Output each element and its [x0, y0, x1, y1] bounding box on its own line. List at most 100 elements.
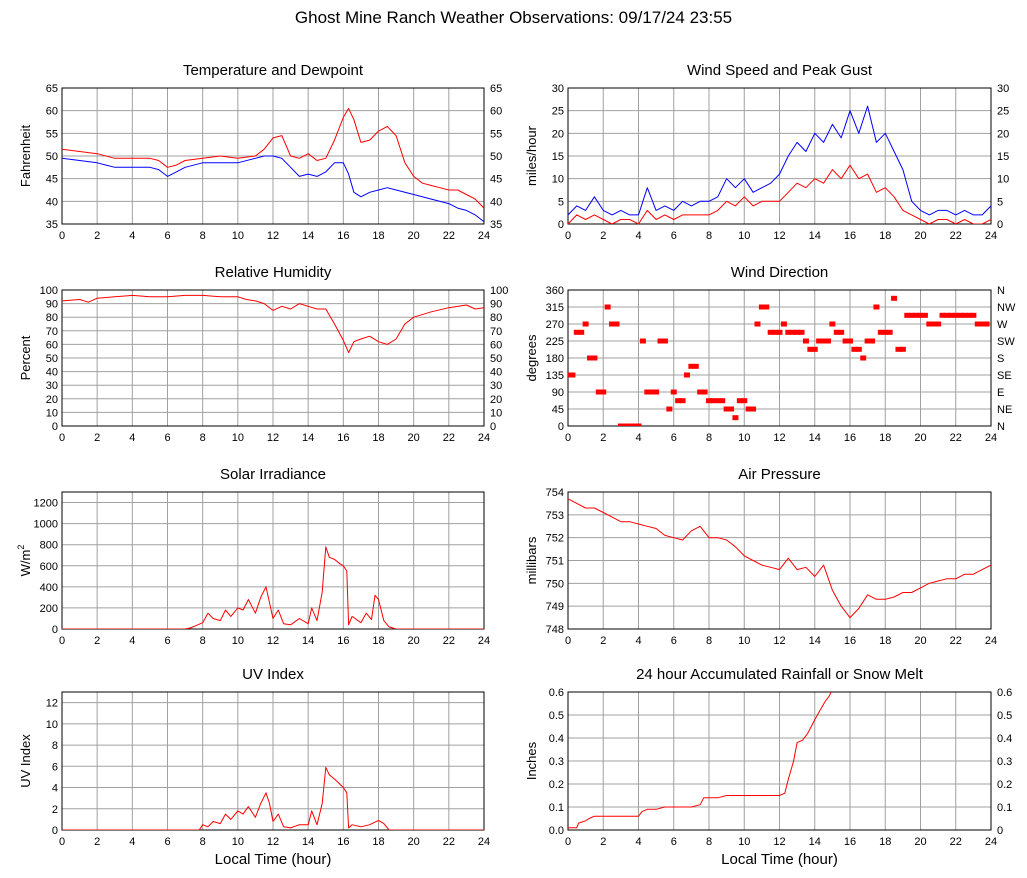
wdir-xtick-label: 20 [914, 432, 926, 444]
wdir-point [847, 338, 853, 344]
wdir-point [697, 389, 704, 395]
wdir-point [899, 346, 906, 352]
rain-xtick-label: 24 [985, 836, 997, 848]
rain-plot-frame [567, 691, 992, 831]
wdir-point [833, 329, 840, 335]
rh-xtick-label: 16 [337, 432, 349, 444]
rain-chart: 24 hour Accumulated Rainfall or Snow Mel… [524, 666, 1012, 868]
rh-right-tick-label: 20 [490, 394, 502, 406]
rain-xtick-label: 4 [635, 836, 641, 848]
wdir-xtick-label: 12 [773, 432, 785, 444]
solar-ytick-label: 200 [40, 603, 58, 615]
wdir-point [670, 389, 677, 395]
solar-data [62, 546, 484, 629]
rain-xtick-label: 2 [600, 836, 606, 848]
wdir-point [776, 329, 783, 335]
wdir-point [710, 398, 717, 404]
temp-xtick-label: 12 [267, 230, 279, 242]
uv-ytick-label: 12 [46, 698, 58, 710]
wind-right-tick-label: 20 [997, 128, 1009, 140]
wdir-point [666, 406, 673, 412]
wdir-point [807, 346, 814, 352]
wdir-ytick-label: 90 [552, 387, 564, 399]
temp-plot-frame [61, 87, 485, 225]
solar-ylabel-text: W/m [18, 550, 33, 577]
rh-right-tick-label: 60 [490, 339, 502, 351]
wdir-right-tick-label: NE [997, 404, 1012, 416]
press-ytick-label: 749 [546, 601, 564, 613]
wdir-point [873, 304, 880, 310]
solar-ytick-label: 0 [52, 624, 58, 636]
wdir-point [952, 312, 959, 318]
wdir-point [613, 321, 620, 327]
rh-ytick-label: 20 [46, 394, 58, 406]
wdir-xtick-label: 2 [600, 432, 606, 444]
wind-xtick-label: 22 [950, 230, 962, 242]
temp-chart-title: Temperature and Dewpoint [183, 62, 364, 79]
page-title: Ghost Mine Ranch Weather Observations: 0… [294, 8, 733, 27]
press-plot-frame [567, 491, 992, 630]
wdir-ylabel: degrees [524, 334, 539, 381]
temp-ylabel: Fahrenheit [18, 125, 33, 188]
rain-right-tick-label: 0.6 [997, 687, 1012, 699]
wind-ytick-label: 10 [552, 174, 564, 186]
wdir-point [587, 355, 594, 361]
press-ytick-label: 752 [546, 533, 564, 545]
press-ytick-label: 750 [546, 578, 564, 590]
wdir-point [882, 329, 889, 335]
rh-ytick-label: 0 [52, 421, 58, 433]
wind-xtick-label: 2 [600, 230, 606, 242]
solar-xtick-label: 16 [337, 635, 349, 647]
wdir-point [921, 312, 928, 318]
wdir-ytick-label: 225 [546, 336, 564, 348]
wind-series-line [568, 164, 991, 224]
wdir-point [644, 389, 651, 395]
wind-ytick-label: 30 [552, 83, 564, 95]
solar-ytick-label: 1200 [34, 498, 58, 510]
rh-right-tick-label: 80 [490, 312, 502, 324]
uv-xtick-label: 12 [267, 836, 279, 848]
uv-xtick-label: 4 [129, 836, 135, 848]
wdir-point [609, 321, 616, 327]
wdir-point [904, 312, 911, 318]
press-xtick-label: 4 [635, 635, 641, 647]
wind-plot-frame [567, 87, 992, 225]
wdir-point [591, 355, 598, 361]
wdir-ylabel-text: degrees [524, 334, 539, 381]
solar-xtick-label: 20 [408, 635, 420, 647]
wdir-point [948, 312, 955, 318]
press-xtick-label: 10 [738, 635, 750, 647]
rh-xtick-label: 12 [267, 432, 279, 444]
wind-ylabel: miles/hour [524, 125, 539, 186]
wdir-xtick-label: 16 [844, 432, 856, 444]
wdir-point [578, 329, 585, 335]
rh-ytick-label: 80 [46, 312, 58, 324]
wdir-point [780, 321, 787, 327]
solar-xtick-label: 6 [164, 635, 170, 647]
wdir-point [851, 346, 858, 352]
uv-chart-title: UV Index [242, 666, 304, 683]
rain-xtick-label: 10 [738, 836, 750, 848]
solar-xtick-label: 24 [478, 635, 490, 647]
wdir-point [750, 406, 757, 412]
wdir-point [895, 346, 902, 352]
solar-xtick-label: 10 [232, 635, 244, 647]
solar-plot-frame [61, 491, 485, 630]
wind-xtick-label: 18 [879, 230, 891, 242]
wdir-xtick-label: 8 [706, 432, 712, 444]
wind-xtick-label: 4 [635, 230, 641, 242]
wdir-point [802, 338, 809, 344]
wind-ytick-label: 25 [552, 106, 564, 118]
temp-xtick-label: 20 [408, 230, 420, 242]
press-ytick-label: 754 [546, 487, 564, 499]
press-data [568, 498, 991, 619]
press-xtick-label: 12 [773, 635, 785, 647]
wind-ytick-label: 5 [558, 196, 564, 208]
wdir-point [573, 329, 580, 335]
rh-xtick-label: 6 [164, 432, 170, 444]
rh-xtick-label: 10 [232, 432, 244, 444]
wdir-point [595, 389, 602, 395]
